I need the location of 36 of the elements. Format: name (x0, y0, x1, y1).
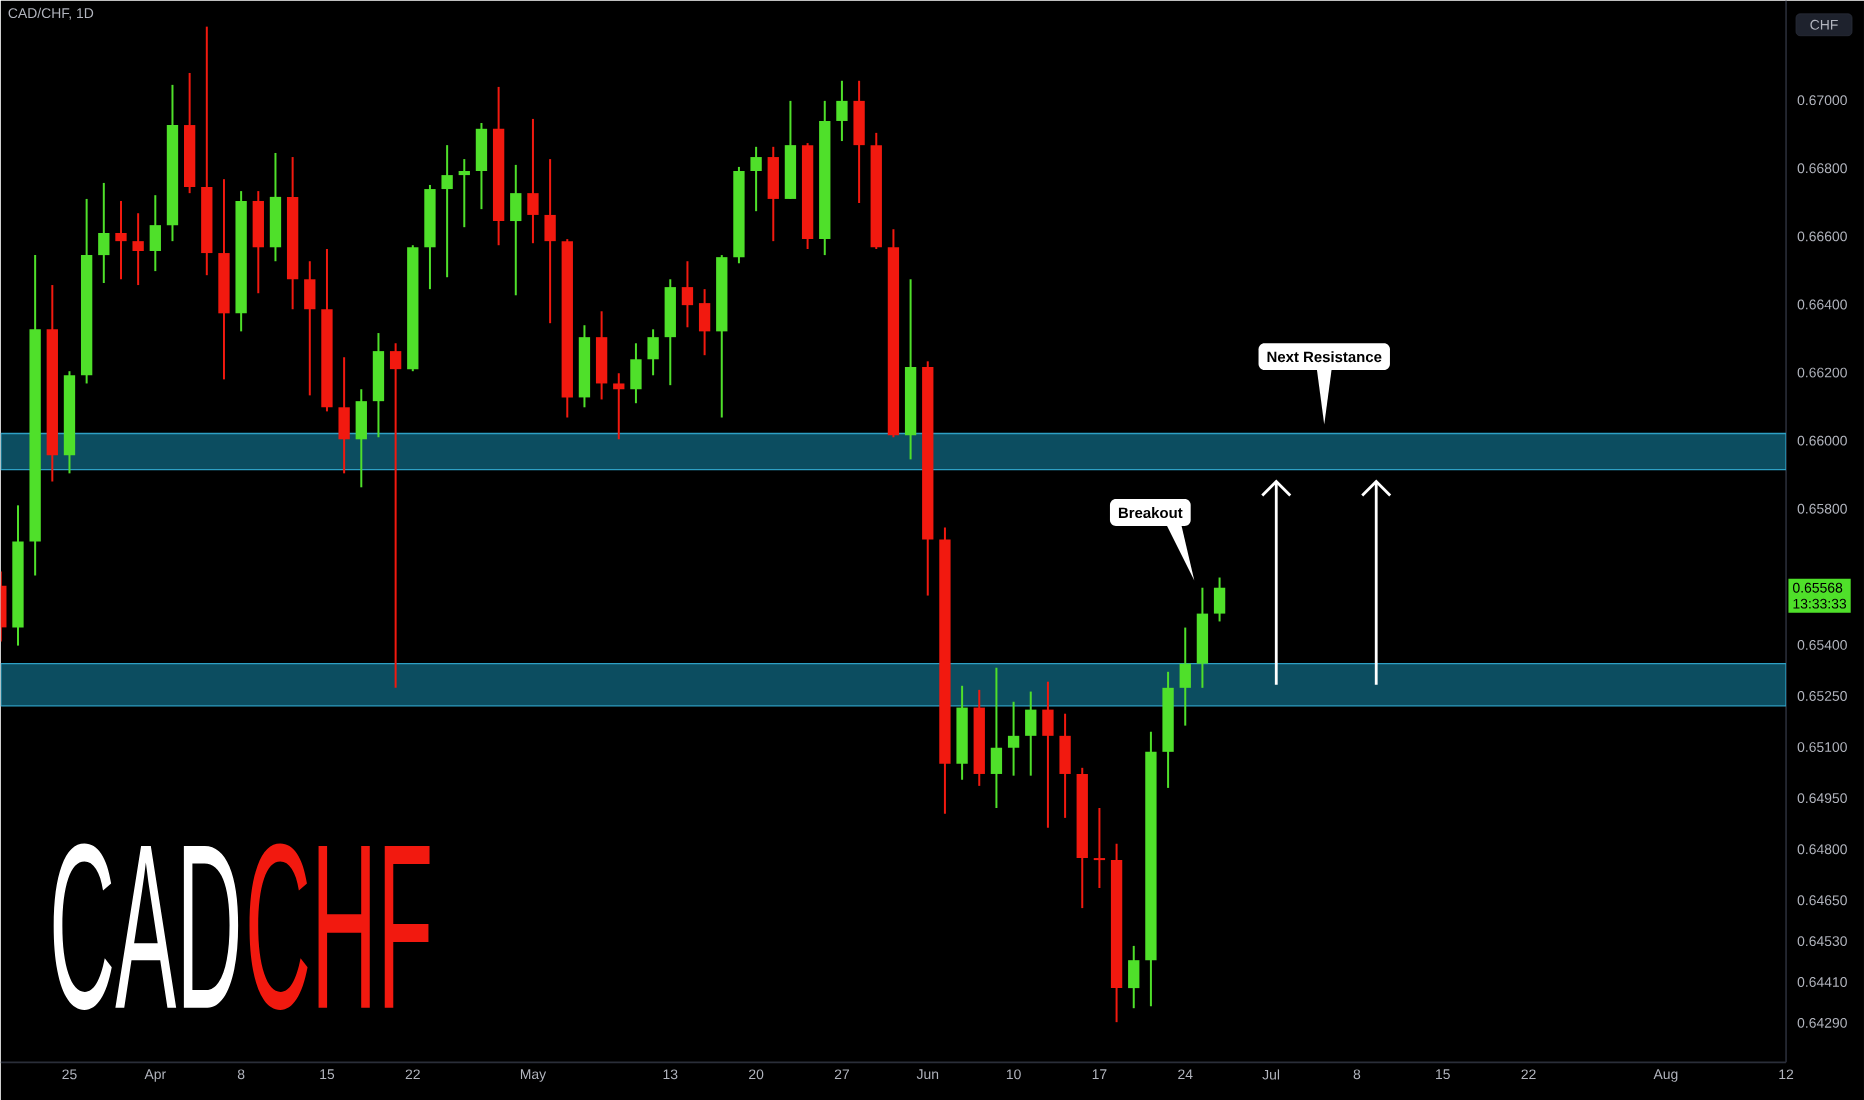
candlestick (698, 287, 711, 357)
candlestick (510, 163, 522, 297)
annotation: CHF (249, 843, 430, 1010)
candlestick (389, 342, 402, 689)
candlestick (990, 666, 1003, 809)
candlestick (441, 143, 453, 279)
candlestick (595, 310, 608, 401)
candlestick (132, 212, 144, 286)
candlestick (355, 388, 367, 489)
candlestick (544, 157, 556, 325)
candlestick (304, 260, 316, 397)
candlestick (836, 79, 848, 142)
candlestick (98, 181, 110, 284)
candlestick (458, 157, 470, 229)
candlestick (1059, 712, 1071, 819)
candlestick (1042, 680, 1054, 829)
candlestick (338, 356, 350, 475)
candlestick (1179, 626, 1191, 727)
candlestick (1093, 806, 1106, 889)
candlestick (1213, 576, 1226, 623)
candlestick (149, 194, 161, 272)
candlestick (681, 260, 694, 329)
candlestick (1128, 944, 1140, 1010)
candlestick (853, 79, 865, 204)
candlestick (1025, 690, 1037, 777)
candlestick (475, 121, 488, 210)
candlestick (630, 342, 642, 405)
candlestick (613, 372, 625, 441)
candlestick (767, 145, 779, 242)
candlestick (1007, 700, 1020, 777)
candlestick (527, 117, 539, 245)
candlestick (750, 145, 762, 213)
annotation: CAD (53, 843, 239, 1010)
candlestick (115, 199, 127, 281)
candlestick (252, 189, 264, 295)
candlestick (647, 328, 659, 377)
